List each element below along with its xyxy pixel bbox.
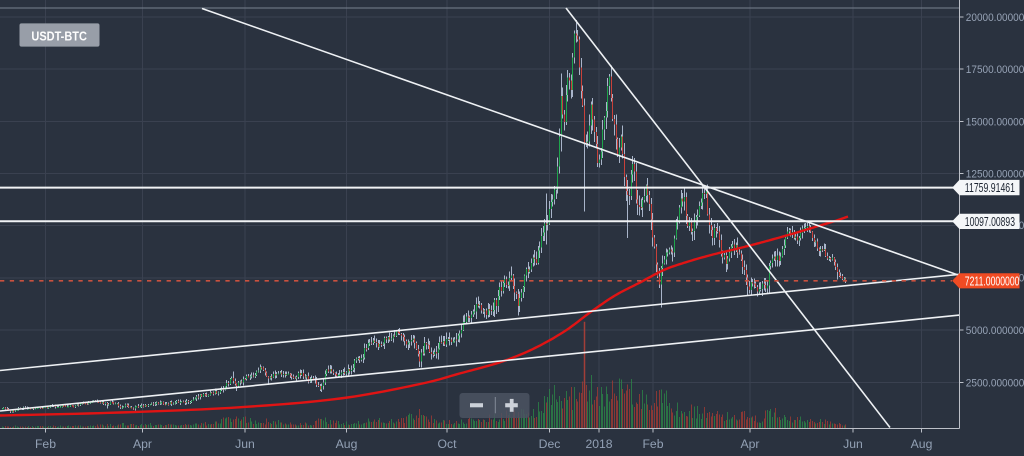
svg-text:Apr: Apr bbox=[133, 437, 152, 451]
svg-text:Jun: Jun bbox=[843, 437, 863, 451]
svg-text:15000.00000: 15000.00000 bbox=[966, 116, 1024, 128]
svg-text:Aug: Aug bbox=[336, 437, 358, 451]
svg-text:2018: 2018 bbox=[585, 437, 612, 451]
svg-text:17500.00000: 17500.00000 bbox=[966, 64, 1024, 76]
svg-text:USDT-BTC: USDT-BTC bbox=[31, 29, 87, 43]
svg-text:Feb: Feb bbox=[642, 437, 663, 451]
svg-text:Oct: Oct bbox=[438, 437, 458, 451]
svg-text:5000.000000: 5000.000000 bbox=[966, 325, 1024, 337]
svg-text:10097.00893: 10097.00893 bbox=[965, 215, 1015, 229]
svg-text:7211.0000000: 7211.0000000 bbox=[965, 274, 1020, 288]
svg-text:Aug: Aug bbox=[911, 437, 933, 451]
svg-text:Feb: Feb bbox=[35, 437, 56, 451]
svg-text:Dec: Dec bbox=[539, 437, 561, 451]
svg-text:Apr: Apr bbox=[741, 437, 760, 451]
svg-text:20000.00000: 20000.00000 bbox=[966, 12, 1024, 24]
svg-text:11759.91461: 11759.91461 bbox=[965, 181, 1015, 195]
svg-text:Jun: Jun bbox=[235, 437, 255, 451]
svg-text:12500.00000: 12500.00000 bbox=[966, 169, 1024, 181]
svg-text:2500.000000: 2500.000000 bbox=[966, 377, 1024, 389]
